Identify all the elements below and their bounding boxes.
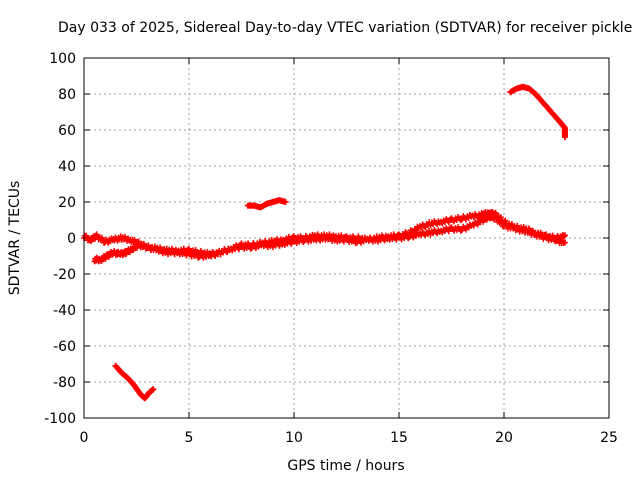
y-tick-label: -80	[53, 375, 76, 391]
series-3	[507, 83, 568, 141]
y-tick-label: -20	[53, 267, 76, 283]
chart-title: Day 033 of 2025, Sidereal Day-to-day VTE…	[58, 20, 632, 36]
data-point	[561, 134, 568, 141]
y-tick-label: 0	[67, 231, 76, 247]
data-point	[561, 232, 568, 239]
y-tick-label: 60	[58, 123, 76, 139]
plot-frame	[83, 57, 610, 419]
series-2	[244, 197, 289, 211]
series-1	[91, 208, 568, 265]
y-tick-label: -100	[44, 411, 76, 427]
y-tick-label: -60	[53, 339, 76, 355]
series-4	[112, 362, 157, 402]
data-point	[282, 199, 289, 205]
x-tick-label: 15	[390, 430, 408, 446]
y-tick-label: -40	[53, 303, 76, 319]
x-tick-label: 20	[495, 430, 513, 446]
data-point	[150, 386, 157, 393]
y-axis-label: SDTVAR / TECUs	[7, 181, 23, 296]
y-tick-label: 100	[49, 51, 76, 67]
x-tick-label: 0	[80, 430, 89, 446]
x-axis-label: GPS time / hours	[287, 458, 404, 474]
data-point	[235, 244, 242, 251]
data-point	[560, 233, 567, 240]
x-tick-label: 25	[600, 430, 618, 446]
data-point	[561, 239, 568, 246]
y-tick-label: 80	[58, 87, 76, 103]
x-tick-label: 10	[285, 430, 303, 446]
y-tick-label: 40	[58, 159, 76, 175]
y-tick-label: 20	[58, 195, 76, 211]
x-tick-label: 5	[185, 430, 194, 446]
data-points	[81, 83, 568, 402]
axis-ticks: -100 -80 -60 -40 -20 0 20 40 60 80 100 0 5 10 15 20 25	[44, 51, 618, 446]
